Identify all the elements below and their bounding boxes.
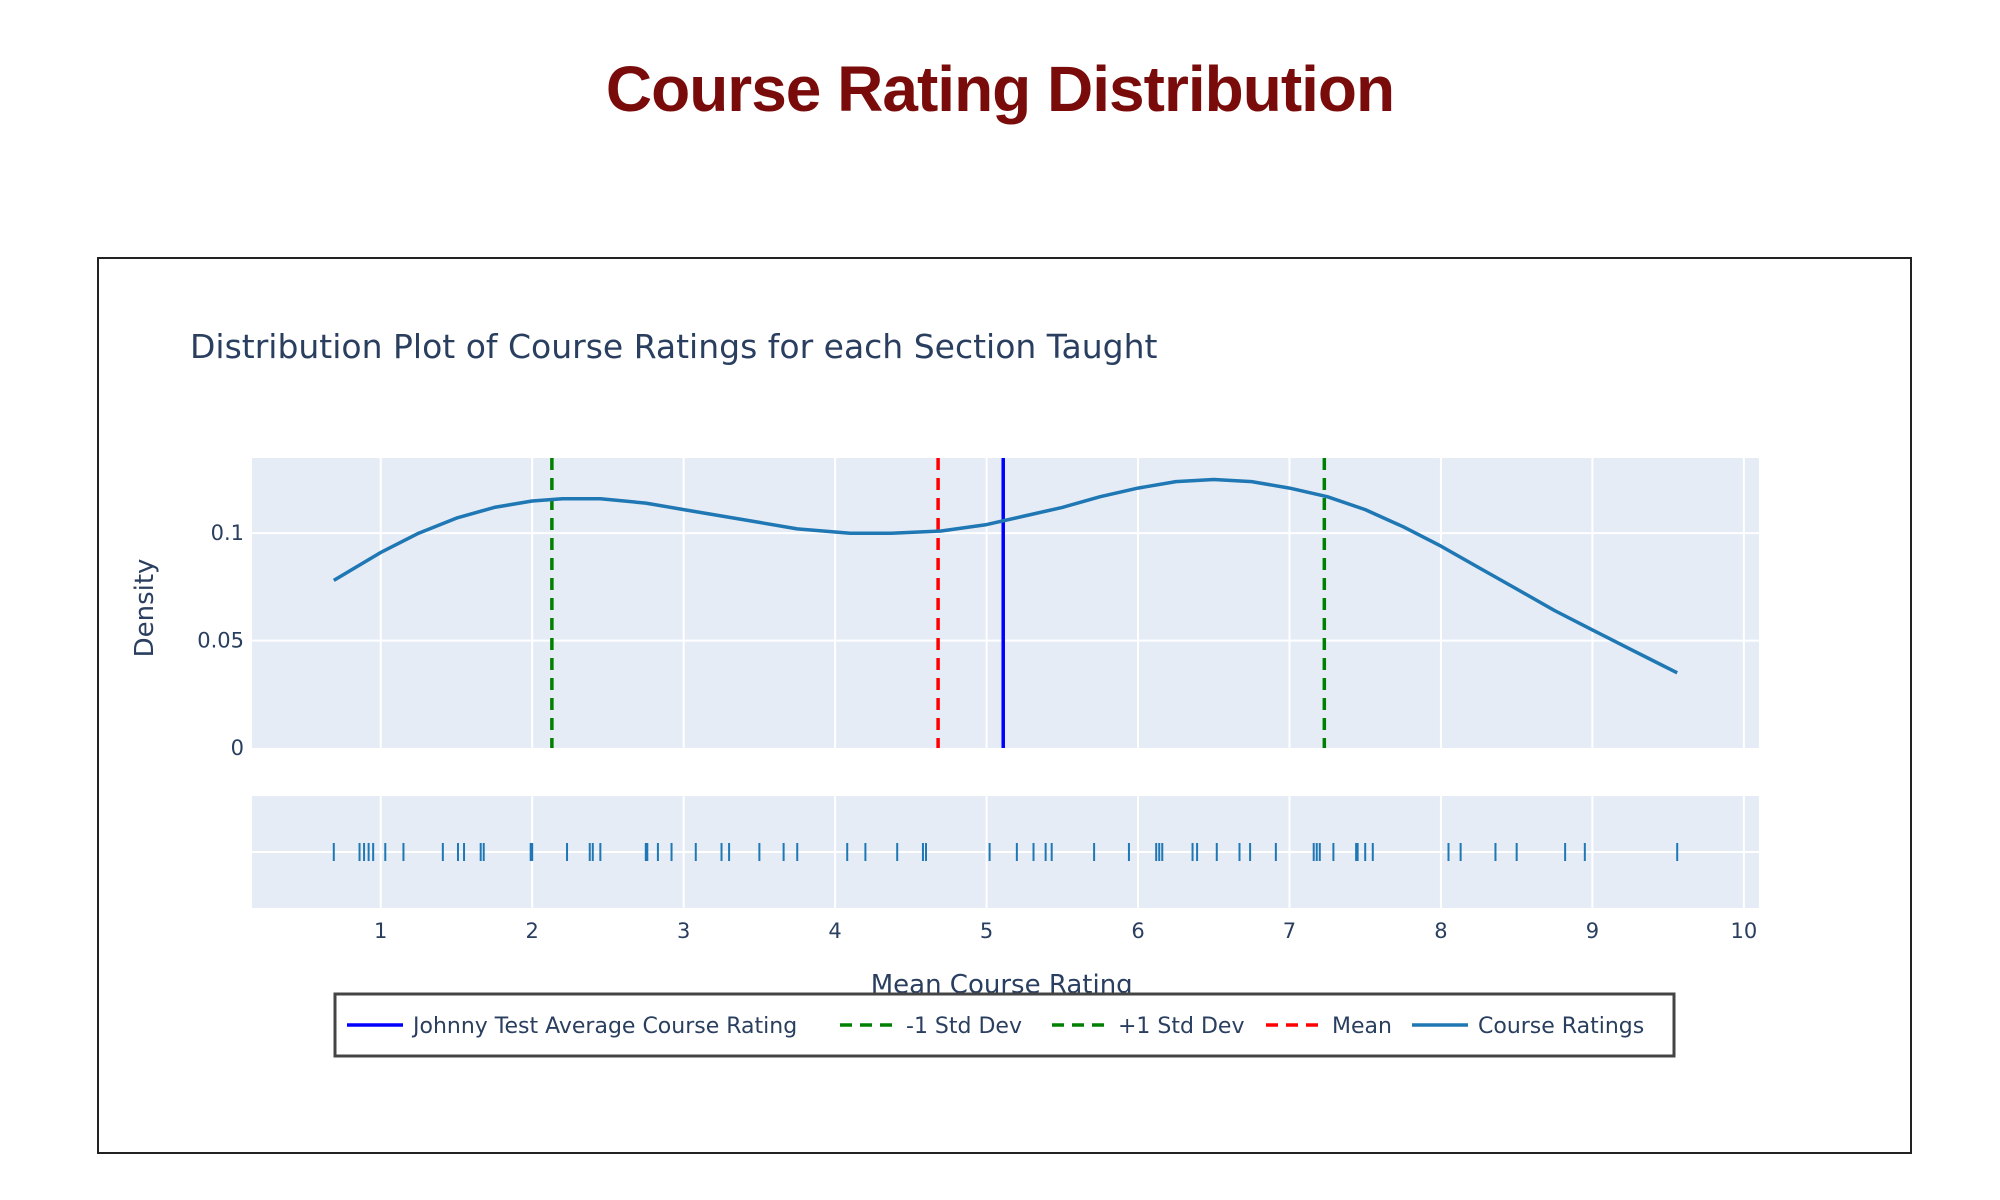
legend-item[interactable]: Course Ratings bbox=[1412, 1014, 1644, 1039]
y-axis-ticks: 0 0.05 0.1 bbox=[197, 521, 244, 760]
x-tick-label: 7 bbox=[1283, 919, 1296, 943]
legend-item[interactable]: -1 Std Dev bbox=[840, 1014, 1022, 1039]
legend-item[interactable]: +1 Std Dev bbox=[1052, 1014, 1244, 1039]
density-plot-area[interactable] bbox=[252, 458, 1759, 748]
y-tick-label: 0.05 bbox=[197, 629, 244, 653]
x-tick-label: 8 bbox=[1434, 919, 1447, 943]
distribution-chart[interactable]: Distribution Plot of Course Ratings for … bbox=[97, 257, 1912, 1154]
y-axis-label: Density bbox=[130, 559, 160, 658]
x-tick-label: 6 bbox=[1131, 919, 1144, 943]
rug-marks bbox=[332, 843, 1679, 861]
x-gridlines bbox=[379, 458, 1745, 748]
x-tick-label: 1 bbox=[374, 919, 387, 943]
x-tick-label: 9 bbox=[1586, 919, 1599, 943]
reference-lines bbox=[550, 458, 1327, 748]
x-axis-ticks: 1 2 3 4 5 6 7 8 9 10 bbox=[374, 919, 1757, 943]
x-tick-label: 3 bbox=[677, 919, 690, 943]
y-tick-label: 0 bbox=[231, 736, 244, 760]
course-ratings-density-curve[interactable] bbox=[332, 477, 1678, 675]
x-tick-label: 4 bbox=[828, 919, 841, 943]
chart-title: Distribution Plot of Course Ratings for … bbox=[190, 327, 1158, 366]
rug-gridlines bbox=[252, 796, 1759, 908]
legend-label: Johnny Test Average Course Rating bbox=[411, 1014, 797, 1039]
x-tick-label: 10 bbox=[1730, 919, 1757, 943]
legend-label: Course Ratings bbox=[1478, 1014, 1644, 1039]
y-gridlines bbox=[252, 532, 1759, 642]
y-tick-label: 0.1 bbox=[211, 521, 244, 545]
legend-label: Mean bbox=[1332, 1014, 1392, 1039]
x-tick-label: 2 bbox=[526, 919, 539, 943]
legend-item[interactable]: Johnny Test Average Course Rating bbox=[347, 1014, 797, 1039]
legend-label: -1 Std Dev bbox=[906, 1014, 1022, 1039]
legend-item[interactable]: Mean bbox=[1266, 1014, 1392, 1039]
legend[interactable]: Johnny Test Average Course Rating -1 Std … bbox=[333, 992, 1676, 1058]
x-tick-label: 5 bbox=[980, 919, 993, 943]
page-title: Course Rating Distribution bbox=[605, 53, 1395, 125]
legend-label: +1 Std Dev bbox=[1118, 1014, 1244, 1039]
